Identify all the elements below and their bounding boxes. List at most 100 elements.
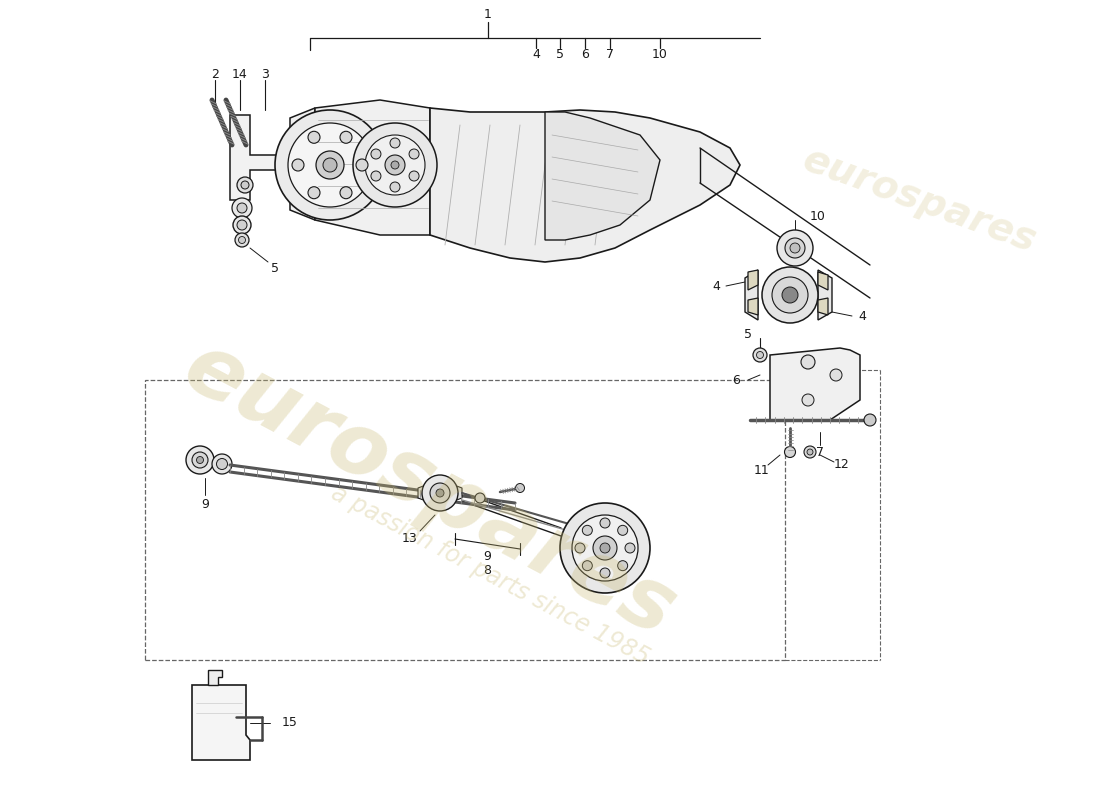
Text: 1: 1 <box>484 7 492 21</box>
Circle shape <box>772 277 808 313</box>
Circle shape <box>762 267 818 323</box>
Text: 3: 3 <box>261 67 268 81</box>
Circle shape <box>236 203 248 213</box>
Circle shape <box>385 155 405 175</box>
Circle shape <box>475 493 485 503</box>
Circle shape <box>340 186 352 198</box>
Circle shape <box>600 518 610 528</box>
Circle shape <box>409 171 419 181</box>
Circle shape <box>186 446 214 474</box>
Circle shape <box>365 135 425 195</box>
Circle shape <box>625 543 635 553</box>
Circle shape <box>217 458 228 470</box>
Circle shape <box>618 526 628 535</box>
Circle shape <box>390 161 399 169</box>
Circle shape <box>371 171 381 181</box>
Polygon shape <box>230 115 290 200</box>
Text: 5: 5 <box>271 262 279 274</box>
Circle shape <box>232 198 252 218</box>
Circle shape <box>516 483 525 493</box>
Circle shape <box>236 177 253 193</box>
Text: 8: 8 <box>483 563 491 577</box>
Text: 5: 5 <box>556 47 564 61</box>
Circle shape <box>233 216 251 234</box>
Circle shape <box>802 394 814 406</box>
Circle shape <box>192 452 208 468</box>
Circle shape <box>864 414 876 426</box>
Circle shape <box>308 131 320 143</box>
Polygon shape <box>544 112 660 240</box>
Circle shape <box>430 483 450 503</box>
Polygon shape <box>315 100 430 235</box>
Circle shape <box>356 159 369 171</box>
Circle shape <box>288 123 372 207</box>
Polygon shape <box>818 270 832 320</box>
Bar <box>145 380 785 660</box>
Circle shape <box>582 561 592 570</box>
Circle shape <box>807 449 813 455</box>
Text: eurospares: eurospares <box>798 140 1042 260</box>
Circle shape <box>572 515 638 581</box>
Polygon shape <box>430 108 740 262</box>
Polygon shape <box>290 108 315 220</box>
Circle shape <box>323 158 337 172</box>
Circle shape <box>618 561 628 570</box>
Circle shape <box>560 503 650 593</box>
Circle shape <box>308 186 320 198</box>
Circle shape <box>830 369 842 381</box>
Text: 6: 6 <box>581 47 589 61</box>
Text: 10: 10 <box>652 47 668 61</box>
Circle shape <box>316 151 344 179</box>
Polygon shape <box>818 272 828 290</box>
Text: 12: 12 <box>834 458 850 471</box>
Circle shape <box>593 536 617 560</box>
Text: 15: 15 <box>282 717 298 730</box>
Polygon shape <box>748 298 758 315</box>
Circle shape <box>784 446 795 458</box>
Circle shape <box>582 526 592 535</box>
Circle shape <box>390 138 400 148</box>
Circle shape <box>436 489 444 497</box>
Circle shape <box>757 351 763 358</box>
Polygon shape <box>770 348 860 420</box>
Circle shape <box>235 233 249 247</box>
Circle shape <box>409 149 419 159</box>
Polygon shape <box>192 685 250 760</box>
Circle shape <box>790 243 800 253</box>
Circle shape <box>236 220 248 230</box>
Circle shape <box>197 457 204 463</box>
Circle shape <box>801 355 815 369</box>
Circle shape <box>600 568 610 578</box>
Circle shape <box>390 182 400 192</box>
Circle shape <box>371 149 381 159</box>
Text: 9: 9 <box>483 550 491 563</box>
Text: 7: 7 <box>816 446 824 458</box>
Text: 10: 10 <box>810 210 826 222</box>
Circle shape <box>754 348 767 362</box>
Circle shape <box>292 159 304 171</box>
Text: 4: 4 <box>712 279 720 293</box>
Text: 4: 4 <box>532 47 540 61</box>
Polygon shape <box>208 670 222 685</box>
Circle shape <box>804 446 816 458</box>
Circle shape <box>212 454 232 474</box>
Circle shape <box>575 543 585 553</box>
Circle shape <box>785 238 805 258</box>
Circle shape <box>353 123 437 207</box>
Text: 13: 13 <box>403 533 418 546</box>
Polygon shape <box>818 298 828 315</box>
Circle shape <box>782 287 797 303</box>
Circle shape <box>241 181 249 189</box>
Polygon shape <box>454 485 462 501</box>
Circle shape <box>600 543 610 553</box>
Circle shape <box>422 475 458 511</box>
Circle shape <box>275 110 385 220</box>
Text: 2: 2 <box>211 67 219 81</box>
Text: 6: 6 <box>733 374 740 386</box>
Circle shape <box>239 237 245 243</box>
Text: 9: 9 <box>201 498 209 510</box>
Text: 11: 11 <box>755 463 770 477</box>
Text: a passion for parts since 1985: a passion for parts since 1985 <box>327 481 653 670</box>
Polygon shape <box>745 270 758 320</box>
Text: 14: 14 <box>232 67 248 81</box>
